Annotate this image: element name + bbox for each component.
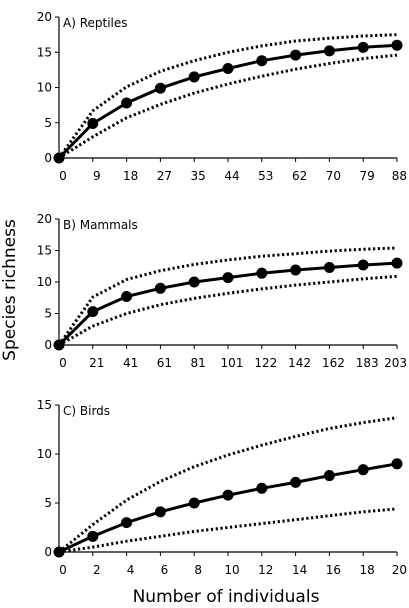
x-tick-label: 0 xyxy=(59,563,67,577)
x-tick-label: 62 xyxy=(292,169,307,183)
x-tick-label: 41 xyxy=(123,356,138,370)
y-tick-label: 0 xyxy=(44,545,52,559)
x-tick-label: 18 xyxy=(360,563,375,577)
data-point xyxy=(290,264,302,276)
y-tick-label: 15 xyxy=(37,45,52,59)
y-tick-label: 5 xyxy=(44,307,52,321)
x-tick-label: 183 xyxy=(356,356,379,370)
x-tick-label: 79 xyxy=(360,169,375,183)
data-point xyxy=(222,272,234,284)
x-tick-label: 88 xyxy=(392,169,407,183)
y-tick-label: 5 xyxy=(44,496,52,510)
x-tick-label: 101 xyxy=(221,356,244,370)
x-tick-label: 6 xyxy=(161,563,169,577)
y-tick-label: 0 xyxy=(44,151,52,165)
series-lower-bound xyxy=(58,274,398,347)
y-tick-label: 15 xyxy=(37,398,52,412)
x-tick-label: 61 xyxy=(157,356,172,370)
data-point xyxy=(121,97,133,109)
x-tick-label: 8 xyxy=(194,563,202,577)
series-upper-bound xyxy=(57,246,398,346)
data-point xyxy=(188,71,200,83)
data-point xyxy=(87,306,99,318)
data-point xyxy=(121,290,133,302)
panel-0: 0 5 10 15 20 0 9 18 27 35 44 53 62 70 79 88 A) Reptiles xyxy=(37,10,407,183)
data-point xyxy=(391,458,403,470)
x-tick-label: 9 xyxy=(93,169,101,183)
y-axis-title: Species richness xyxy=(0,219,20,361)
data-point xyxy=(323,45,335,57)
x-tick-label: 14 xyxy=(292,563,307,577)
x-tick-label: 20 xyxy=(392,563,407,577)
data-point xyxy=(87,117,99,129)
data-point xyxy=(290,476,302,488)
y-tick-label: 10 xyxy=(37,275,52,289)
x-tick-label: 27 xyxy=(157,169,172,183)
data-point xyxy=(222,62,234,74)
x-tick-label: 16 xyxy=(326,563,341,577)
data-point xyxy=(222,489,234,501)
data-point xyxy=(391,257,403,269)
data-point xyxy=(290,49,302,61)
data-point xyxy=(188,497,200,509)
series-lower-bound xyxy=(58,507,398,554)
data-point xyxy=(188,276,200,288)
panel-title: B) Mammals xyxy=(63,218,138,232)
panel-1: 0 5 10 15 20 0 21 41 61 81 101 122 142 162 183 203 B) Ma… xyxy=(37,212,407,370)
x-tick-label: 44 xyxy=(224,169,239,183)
data-point xyxy=(121,517,133,529)
x-tick-label: 18 xyxy=(123,169,138,183)
series-mean-line xyxy=(58,462,398,554)
series-mean-line xyxy=(57,43,398,160)
x-tick-label: 203 xyxy=(384,356,407,370)
y-tick-label: 10 xyxy=(37,81,52,95)
x-tick-label: 53 xyxy=(258,169,273,183)
data-point xyxy=(323,470,335,482)
data-point xyxy=(357,259,369,271)
x-tick-label: 35 xyxy=(191,169,206,183)
y-tick-label: 5 xyxy=(44,116,52,130)
x-tick-label: 70 xyxy=(326,169,341,183)
series-upper-bound xyxy=(57,33,398,159)
panel-title: C) Birds xyxy=(63,404,110,418)
y-tick-label: 20 xyxy=(37,212,52,226)
data-point xyxy=(323,262,335,274)
data-point xyxy=(357,464,369,476)
x-tick-label: 142 xyxy=(288,356,311,370)
data-point xyxy=(256,482,268,494)
y-tick-label: 0 xyxy=(44,338,52,352)
x-tick-label: 81 xyxy=(191,356,206,370)
data-point xyxy=(154,282,166,294)
data-point xyxy=(256,267,268,279)
data-point xyxy=(87,530,99,542)
x-tick-label: 4 xyxy=(127,563,135,577)
x-tick-label: 12 xyxy=(258,563,273,577)
data-point xyxy=(357,41,369,53)
x-axis-title: Number of individuals xyxy=(133,587,320,607)
data-point xyxy=(391,39,403,51)
x-tick-label: 162 xyxy=(322,356,345,370)
x-tick-label: 21 xyxy=(89,356,104,370)
data-point xyxy=(154,506,166,518)
series-upper-bound xyxy=(58,416,398,554)
y-tick-label: 15 xyxy=(37,244,52,258)
x-tick-label: 10 xyxy=(224,563,239,577)
y-tick-label: 20 xyxy=(37,10,52,24)
panel-title: A) Reptiles xyxy=(63,16,128,30)
x-tick-label: 2 xyxy=(93,563,101,577)
x-tick-label: 122 xyxy=(254,356,277,370)
panel-2: 0 5 10 15 0 2 4 6 8 10 12 14 16 18 20 C) Birds xyxy=(37,398,407,577)
data-point xyxy=(256,55,268,67)
x-tick-label: 0 xyxy=(59,356,67,370)
y-tick-label: 10 xyxy=(37,447,52,461)
x-tick-label: 0 xyxy=(59,169,67,183)
data-point xyxy=(154,82,166,94)
